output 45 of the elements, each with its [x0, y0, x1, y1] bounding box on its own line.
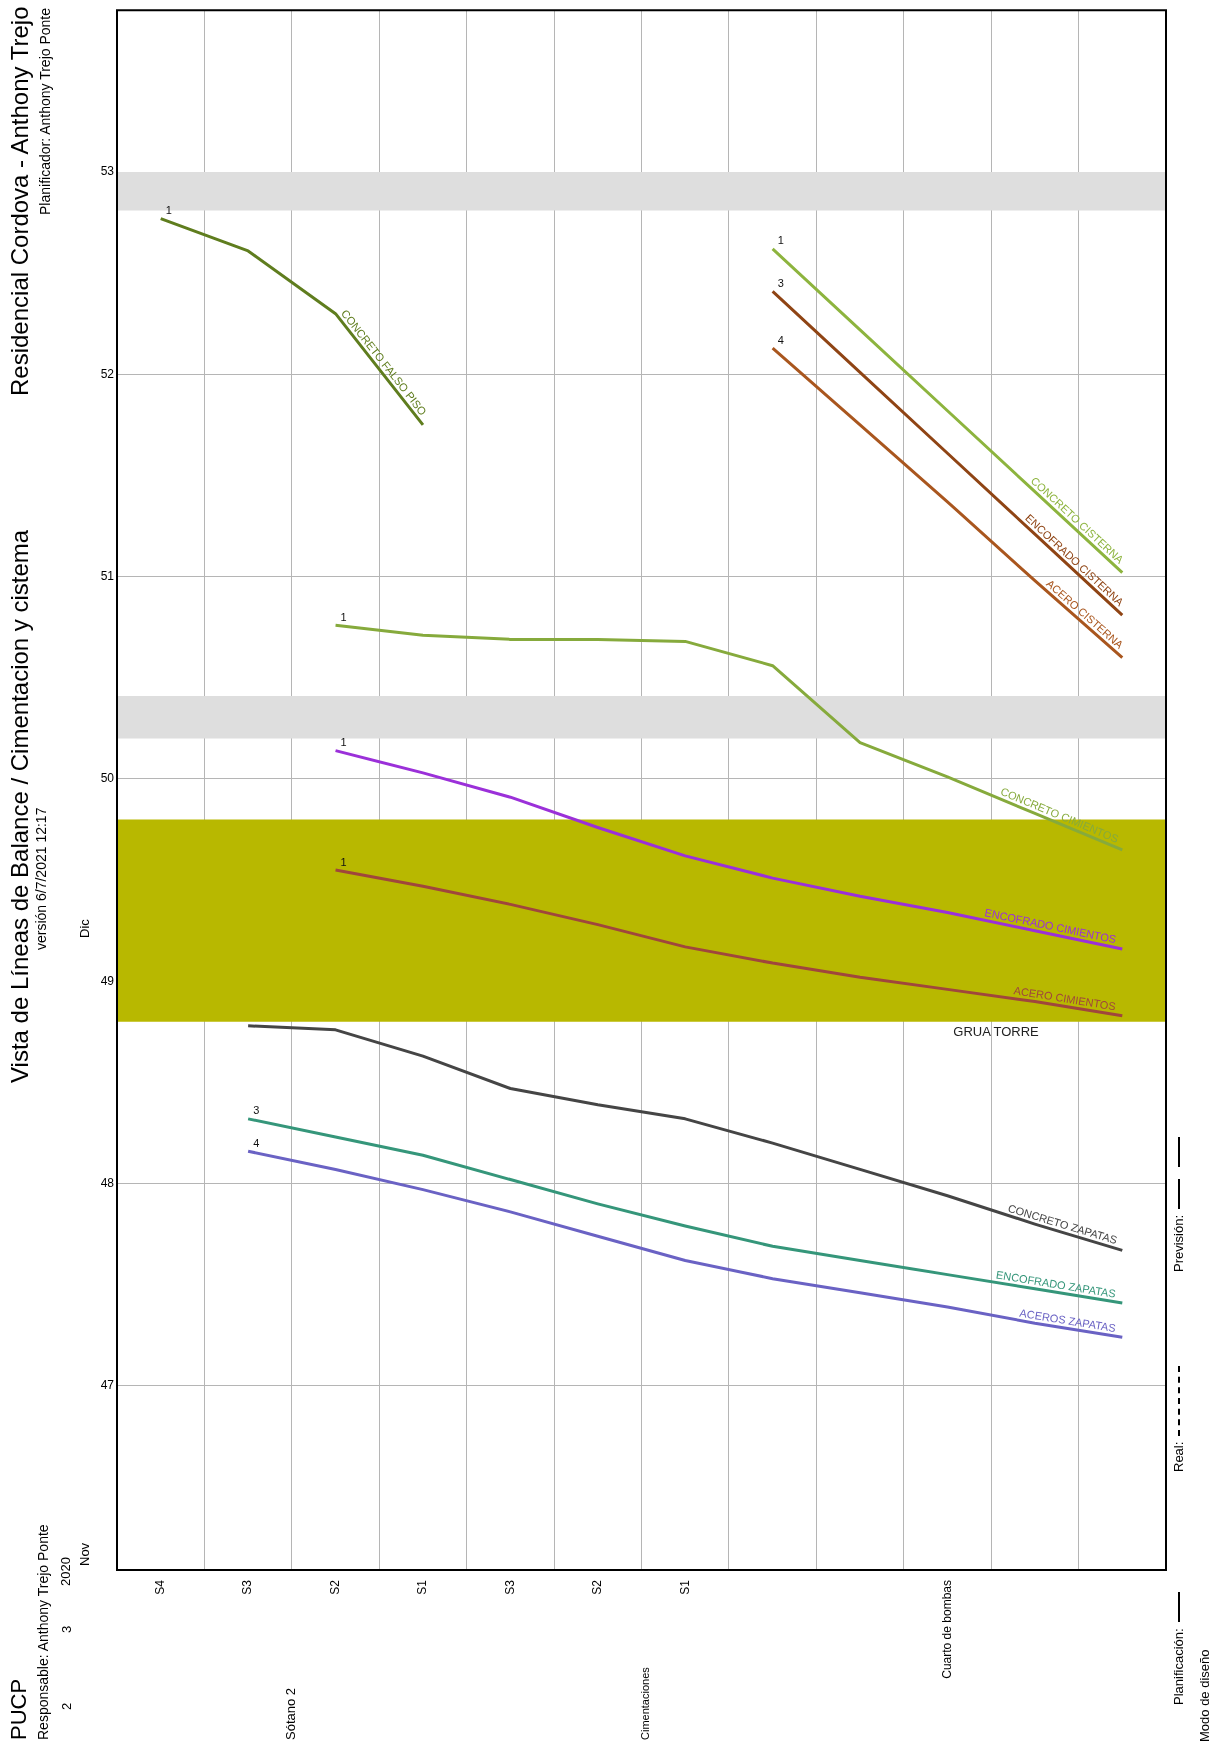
- text: Modo de diseño: [1197, 1649, 1212, 1742]
- y-tick-label: 53: [100, 164, 115, 179]
- annotation: 1: [165, 204, 172, 217]
- annotation: 3: [253, 1104, 260, 1117]
- x-tick-label: S2: [327, 1579, 342, 1595]
- annotation: 1: [340, 736, 347, 749]
- text: PUCP: [6, 1678, 31, 1740]
- x-tick-label: S1: [415, 1579, 430, 1595]
- annotation: 1: [340, 855, 347, 868]
- text: Previsión:: [1171, 1214, 1186, 1272]
- x-tick-label: S3: [502, 1579, 517, 1595]
- x-tick-label: Cuarto de bombas: [939, 1580, 954, 1679]
- y-tick-label: 50: [100, 771, 115, 786]
- text: Sótano 2: [283, 1687, 298, 1740]
- text: 3: [59, 1625, 74, 1633]
- y-tick-label: 51: [100, 568, 115, 583]
- annotation: 1: [777, 234, 784, 247]
- y-tick-label: 49: [100, 973, 115, 988]
- text: Planificación:: [1171, 1628, 1186, 1705]
- text: ACERO CIMIENTOS: [1012, 984, 1117, 1013]
- text: Vista de Líneas de Balance / Cimentacion y cistema: [6, 529, 33, 1083]
- text: Planificador: Anthony Trejo Ponte: [37, 7, 53, 215]
- annotation: 1: [340, 610, 347, 623]
- text: Cimentaciones: [639, 1667, 651, 1740]
- y-tick-label: 52: [100, 366, 115, 381]
- x-tick-label: S4: [153, 1579, 168, 1595]
- text: Residencial Cordova - Anthony Trejo: [6, 6, 33, 396]
- x-tick-label: S1: [677, 1579, 692, 1595]
- x-tick-label: S3: [240, 1579, 255, 1595]
- text: Nov: [77, 1542, 92, 1566]
- annotation: 4: [253, 1136, 260, 1149]
- text: versión 6/7/2021 12:17: [33, 807, 49, 950]
- text: ENCOFRADO ZAPATAS: [995, 1268, 1117, 1300]
- y-tick-label: 47: [100, 1378, 115, 1393]
- text: 2: [59, 1702, 74, 1710]
- y-tick-label: 48: [100, 1175, 115, 1190]
- text: Real:: [1171, 1441, 1186, 1472]
- text: ACEROS ZAPATAS: [1018, 1306, 1117, 1335]
- band-label: GRUA TORRE: [953, 1023, 1040, 1039]
- annotation: 3: [777, 276, 784, 289]
- text: Responsable: Anthony Trejo Ponte: [35, 1524, 51, 1740]
- annotation: 4: [777, 333, 784, 346]
- x-tick-label: S2: [590, 1579, 605, 1595]
- text: 2020: [58, 1557, 73, 1586]
- text: Dic: [77, 919, 92, 938]
